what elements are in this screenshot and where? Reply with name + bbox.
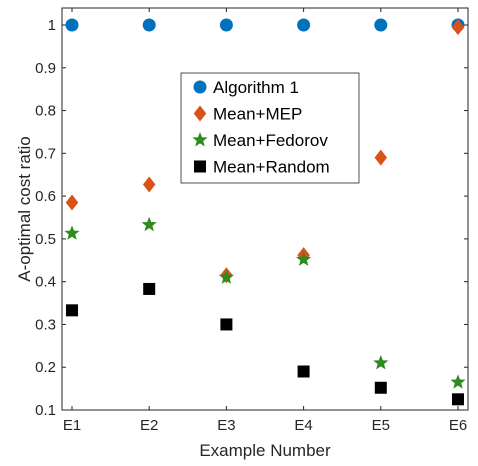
- data-point: [142, 18, 156, 32]
- y-tick-label: 0.4: [35, 274, 56, 291]
- data-point: [452, 393, 464, 406]
- y-tick-label: 0.5: [35, 231, 56, 248]
- data-point: [297, 365, 310, 378]
- data-point: [142, 176, 156, 193]
- series-2: [64, 216, 466, 389]
- data-point: [143, 282, 156, 295]
- legend-label: Mean+Random: [213, 158, 330, 177]
- x-tick-label: E6: [449, 417, 467, 434]
- legend-marker: [192, 132, 208, 147]
- legend: Algorithm 1 Mean+MEP Mean+Fedorov Mean+Rand…: [180, 72, 360, 184]
- y-tick-label: 0.9: [35, 60, 56, 77]
- data-point: [65, 18, 79, 32]
- legend-marker: [193, 80, 207, 94]
- data-point: [451, 19, 465, 36]
- legend-label: Algorithm 1: [213, 78, 299, 97]
- y-tick-label: 1: [48, 17, 56, 34]
- y-tick-label: 0.1: [35, 402, 56, 419]
- data-point: [219, 18, 233, 32]
- x-tick-label: E1: [63, 417, 81, 434]
- x-tick-label: E3: [217, 417, 235, 434]
- data-marks: [64, 18, 466, 406]
- y-tick-label: 0.2: [35, 359, 56, 376]
- x-tick-label: E5: [372, 417, 390, 434]
- data-point: [141, 216, 157, 232]
- legend-marker: [194, 160, 206, 173]
- data-point: [374, 18, 388, 32]
- y-tick-label: 0.3: [35, 316, 56, 333]
- x-axis: E1 E2 E3 E4 E5 E6: [63, 8, 467, 434]
- y-axis: 0.1 0.2 0.3 0.4 0.5 0.6 0.7 0.8 0.9 1: [35, 17, 468, 419]
- data-point: [66, 304, 78, 317]
- y-tick-label: 0.8: [35, 103, 56, 120]
- data-point: [64, 225, 80, 240]
- data-point: [374, 381, 387, 394]
- legend-label: Mean+MEP: [213, 105, 302, 124]
- x-axis-label: Example Number: [199, 441, 331, 460]
- x-tick-label: E2: [140, 417, 158, 434]
- x-tick-label: E4: [294, 417, 312, 434]
- data-point: [220, 318, 233, 331]
- data-point: [218, 269, 235, 284]
- legend-box: [180, 72, 360, 184]
- legend-marker: [193, 105, 207, 122]
- series-3: [66, 282, 464, 406]
- data-point: [373, 354, 389, 370]
- data-point: [297, 18, 311, 32]
- y-tick-label: 0.7: [35, 145, 56, 162]
- data-point: [374, 149, 388, 166]
- data-point: [65, 194, 79, 211]
- data-point: [450, 374, 466, 389]
- data-point: [295, 251, 312, 266]
- legend-label: Mean+Fedorov: [213, 131, 328, 150]
- y-tick-label: 0.6: [35, 188, 56, 205]
- series-0: [65, 18, 465, 32]
- plot-area: [61, 7, 469, 411]
- y-axis-label: A-optimal cost ratio: [15, 136, 34, 282]
